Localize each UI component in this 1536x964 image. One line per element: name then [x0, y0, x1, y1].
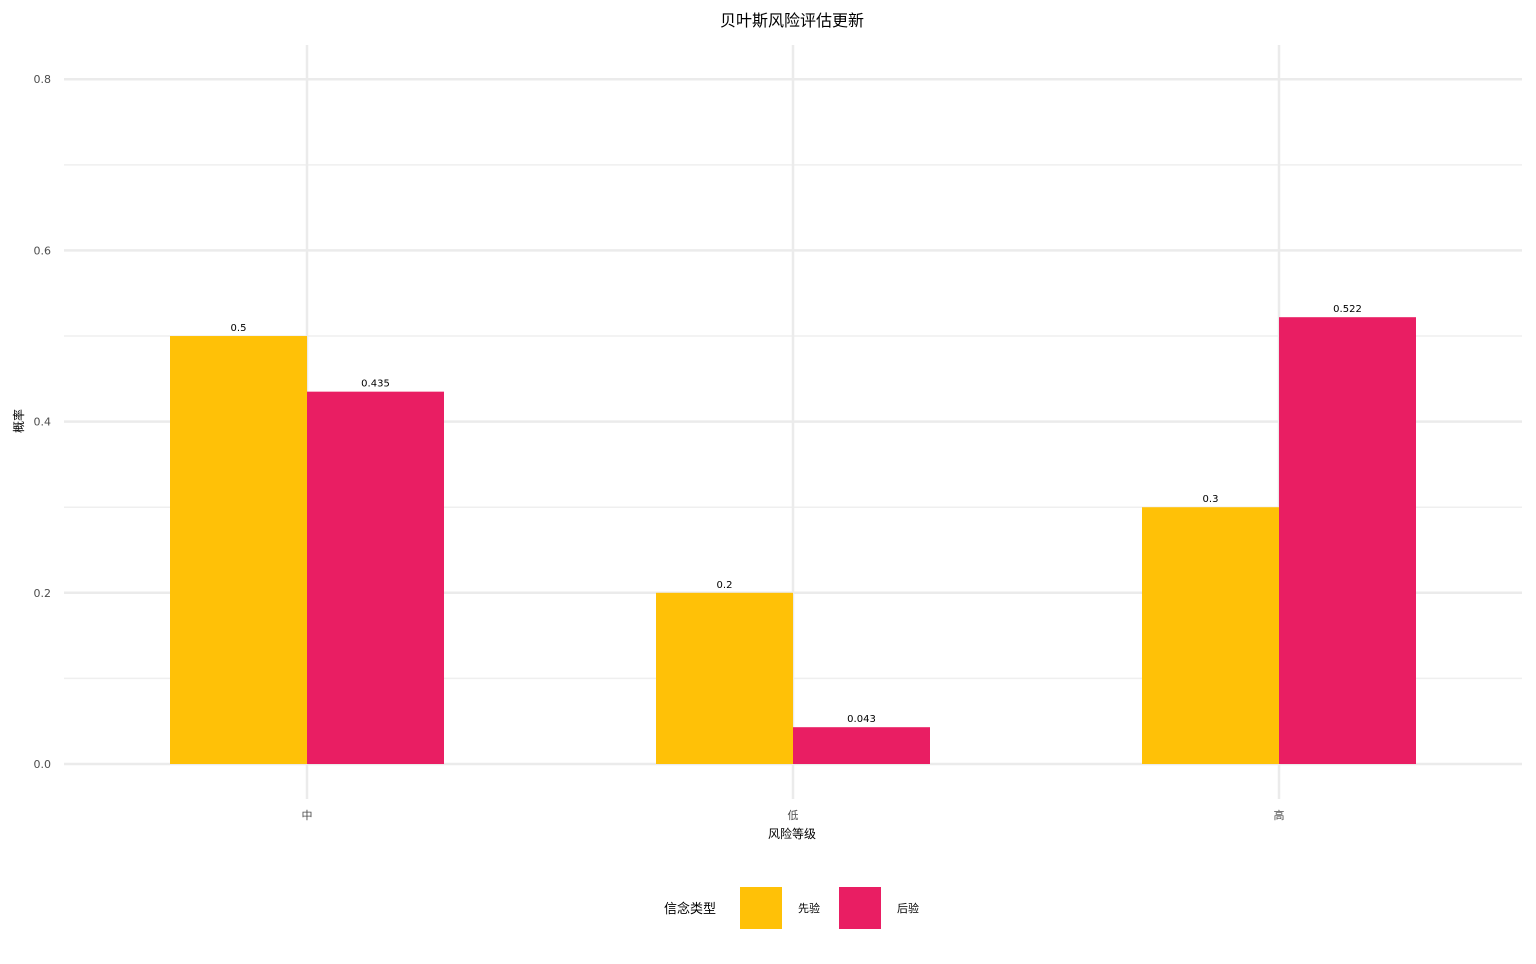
x-tick-label: 高: [1274, 808, 1285, 822]
data-label: 0.2: [717, 580, 733, 591]
y-tick-label: 0.6: [34, 244, 52, 257]
x-axis-title: 风险等级: [768, 826, 816, 841]
legend-label-posterior: 后验: [897, 901, 919, 915]
data-label: 0.5: [231, 323, 247, 334]
data-label: 0.3: [1203, 494, 1219, 505]
y-tick-label: 0.2: [34, 587, 52, 600]
legend-swatch-posterior: [839, 887, 881, 929]
legend-label-prior: 先验: [798, 901, 820, 915]
x-tick-label: 中: [302, 809, 313, 822]
bar-posterior: [1279, 317, 1416, 764]
legend-title: 信念类型: [664, 901, 716, 917]
bar-posterior: [793, 727, 930, 764]
bar-prior: [1142, 507, 1279, 764]
legend: 信念类型 先验 后验: [664, 887, 919, 929]
y-tick-label: 0.4: [34, 416, 52, 429]
bar-prior: [170, 336, 307, 764]
y-tick-label: 0.8: [34, 73, 52, 86]
data-label: 0.435: [361, 379, 390, 390]
bars-layer: [170, 317, 1416, 764]
y-axis-title: 概率: [11, 409, 26, 433]
bar-prior: [656, 592, 793, 764]
labels-layer: 0.5 0.2 0.3 0.435 0.043 0.522: [231, 304, 1362, 725]
data-label: 0.043: [847, 714, 876, 725]
legend-swatch-prior: [740, 887, 782, 929]
y-tick-label: 0.0: [34, 758, 52, 771]
axes-layer: 0.0 0.2 0.4 0.6 0.8 中 低 高: [34, 73, 1285, 822]
data-label: 0.522: [1333, 304, 1362, 315]
x-tick-label: 低: [788, 809, 799, 822]
bar-posterior: [307, 391, 444, 764]
chart-title: 贝叶斯风险评估更新: [720, 11, 864, 30]
